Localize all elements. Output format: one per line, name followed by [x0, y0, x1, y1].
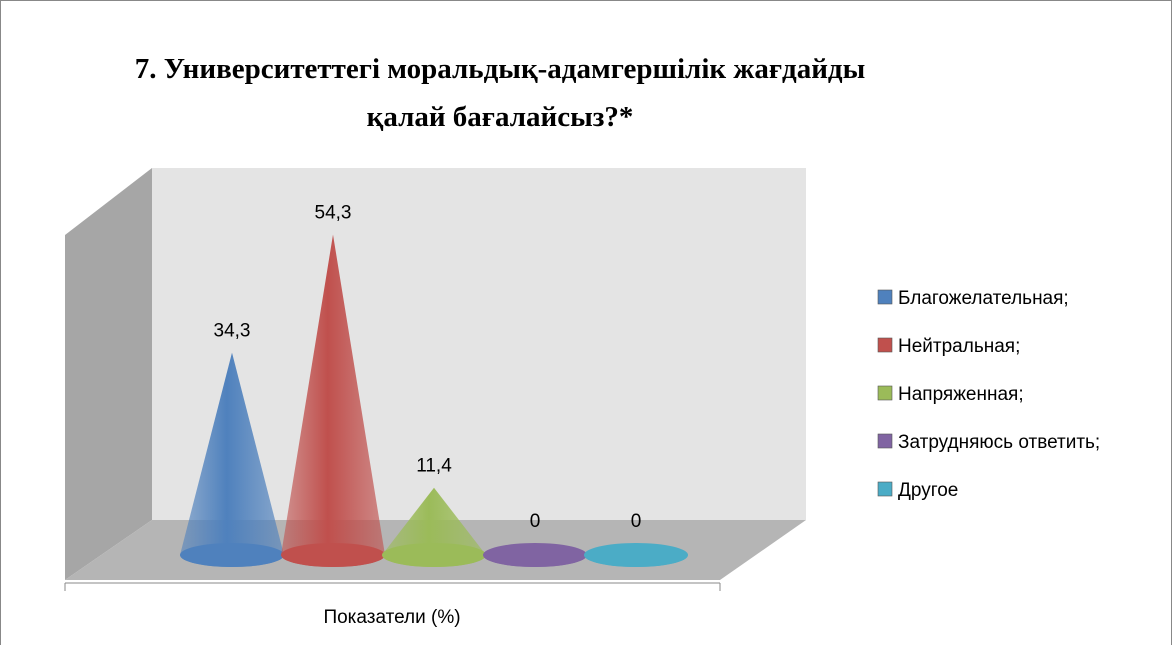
title-box: 7. Университеттегі моральдық-адамгершілі…: [134, 53, 866, 133]
data-label: 34,3: [214, 321, 251, 342]
legend-swatch: [877, 337, 893, 353]
data-label: 11,4: [416, 456, 452, 477]
side-wall: [65, 168, 152, 580]
cone: [584, 555, 688, 567]
legend-label: Другое: [898, 480, 958, 501]
cone: [281, 234, 385, 567]
legend-label: Напряженная;: [898, 384, 1024, 405]
cone: [483, 555, 587, 567]
data-label: 54,3: [315, 203, 352, 224]
legend-label: Благожелательная;: [898, 288, 1069, 309]
data-label: 0: [631, 511, 642, 532]
chart-title: 7. Университеттегі моральдық-адамгершілі…: [134, 53, 866, 133]
cone: [180, 352, 284, 567]
legend-swatch: [877, 433, 893, 449]
legend-label: Затрудняюсь ответить;: [898, 432, 1100, 453]
cone: [382, 487, 486, 567]
legend-label: Нейтральная;: [898, 336, 1020, 357]
legend-swatch: [877, 289, 893, 305]
legend-swatch: [877, 385, 893, 401]
back-wall: [152, 168, 806, 520]
data-label: 0: [530, 511, 541, 532]
x-tick-label: Показатели (%): [323, 607, 460, 628]
legend-swatch: [877, 481, 893, 497]
